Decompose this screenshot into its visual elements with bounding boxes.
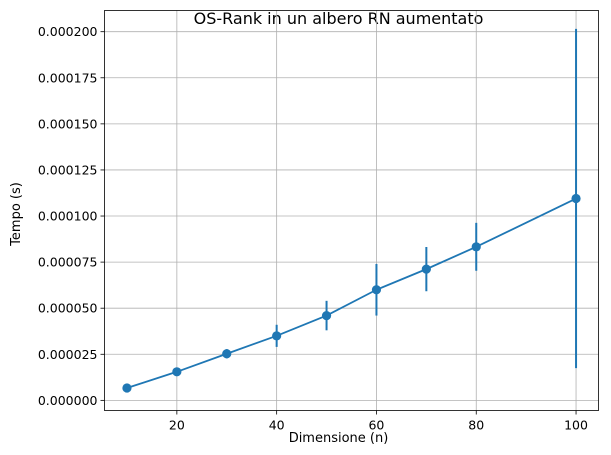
x-tick-label: 20 — [169, 418, 185, 433]
data-point — [222, 349, 232, 359]
plot-frame — [104, 10, 599, 411]
y-tick-label: 0.000025 — [38, 347, 98, 362]
y-tick-label: 0.000150 — [38, 116, 98, 131]
x-tick-label: 40 — [269, 418, 285, 433]
data-point — [122, 383, 132, 393]
x-tick-label: 80 — [468, 418, 484, 433]
x-axis-label: Dimensione (n) — [289, 431, 389, 446]
y-tick-label: 0.000050 — [38, 301, 98, 316]
data-point — [571, 193, 581, 204]
y-axis-label: Tempo (s) — [9, 182, 24, 247]
y-tick-label: 0.000125 — [38, 162, 98, 177]
data-point — [321, 310, 332, 321]
data-point — [272, 331, 282, 341]
x-tick-label: 60 — [368, 418, 384, 433]
grid-layer — [104, 10, 599, 411]
data-point — [371, 285, 382, 295]
y-tick-label: 0.000200 — [38, 24, 98, 39]
tick-layer: 20 40 60 80 100 0.000000 0.000025 0.000050 0.000… — [38, 24, 588, 432]
y-tick-label: 0.000175 — [38, 70, 98, 85]
y-tick-label: 0.000000 — [38, 393, 98, 408]
chart-title: OS-Rank in un albero RN aumentato — [194, 9, 484, 28]
data-point — [471, 242, 481, 252]
x-tick-label: 100 — [564, 418, 588, 433]
data-point — [421, 264, 431, 274]
series-line — [126, 197, 577, 389]
y-tick-label: 0.000075 — [38, 255, 98, 270]
y-tick-label: 0.000100 — [38, 209, 98, 224]
data-point — [172, 367, 182, 377]
series-layer — [122, 28, 581, 393]
